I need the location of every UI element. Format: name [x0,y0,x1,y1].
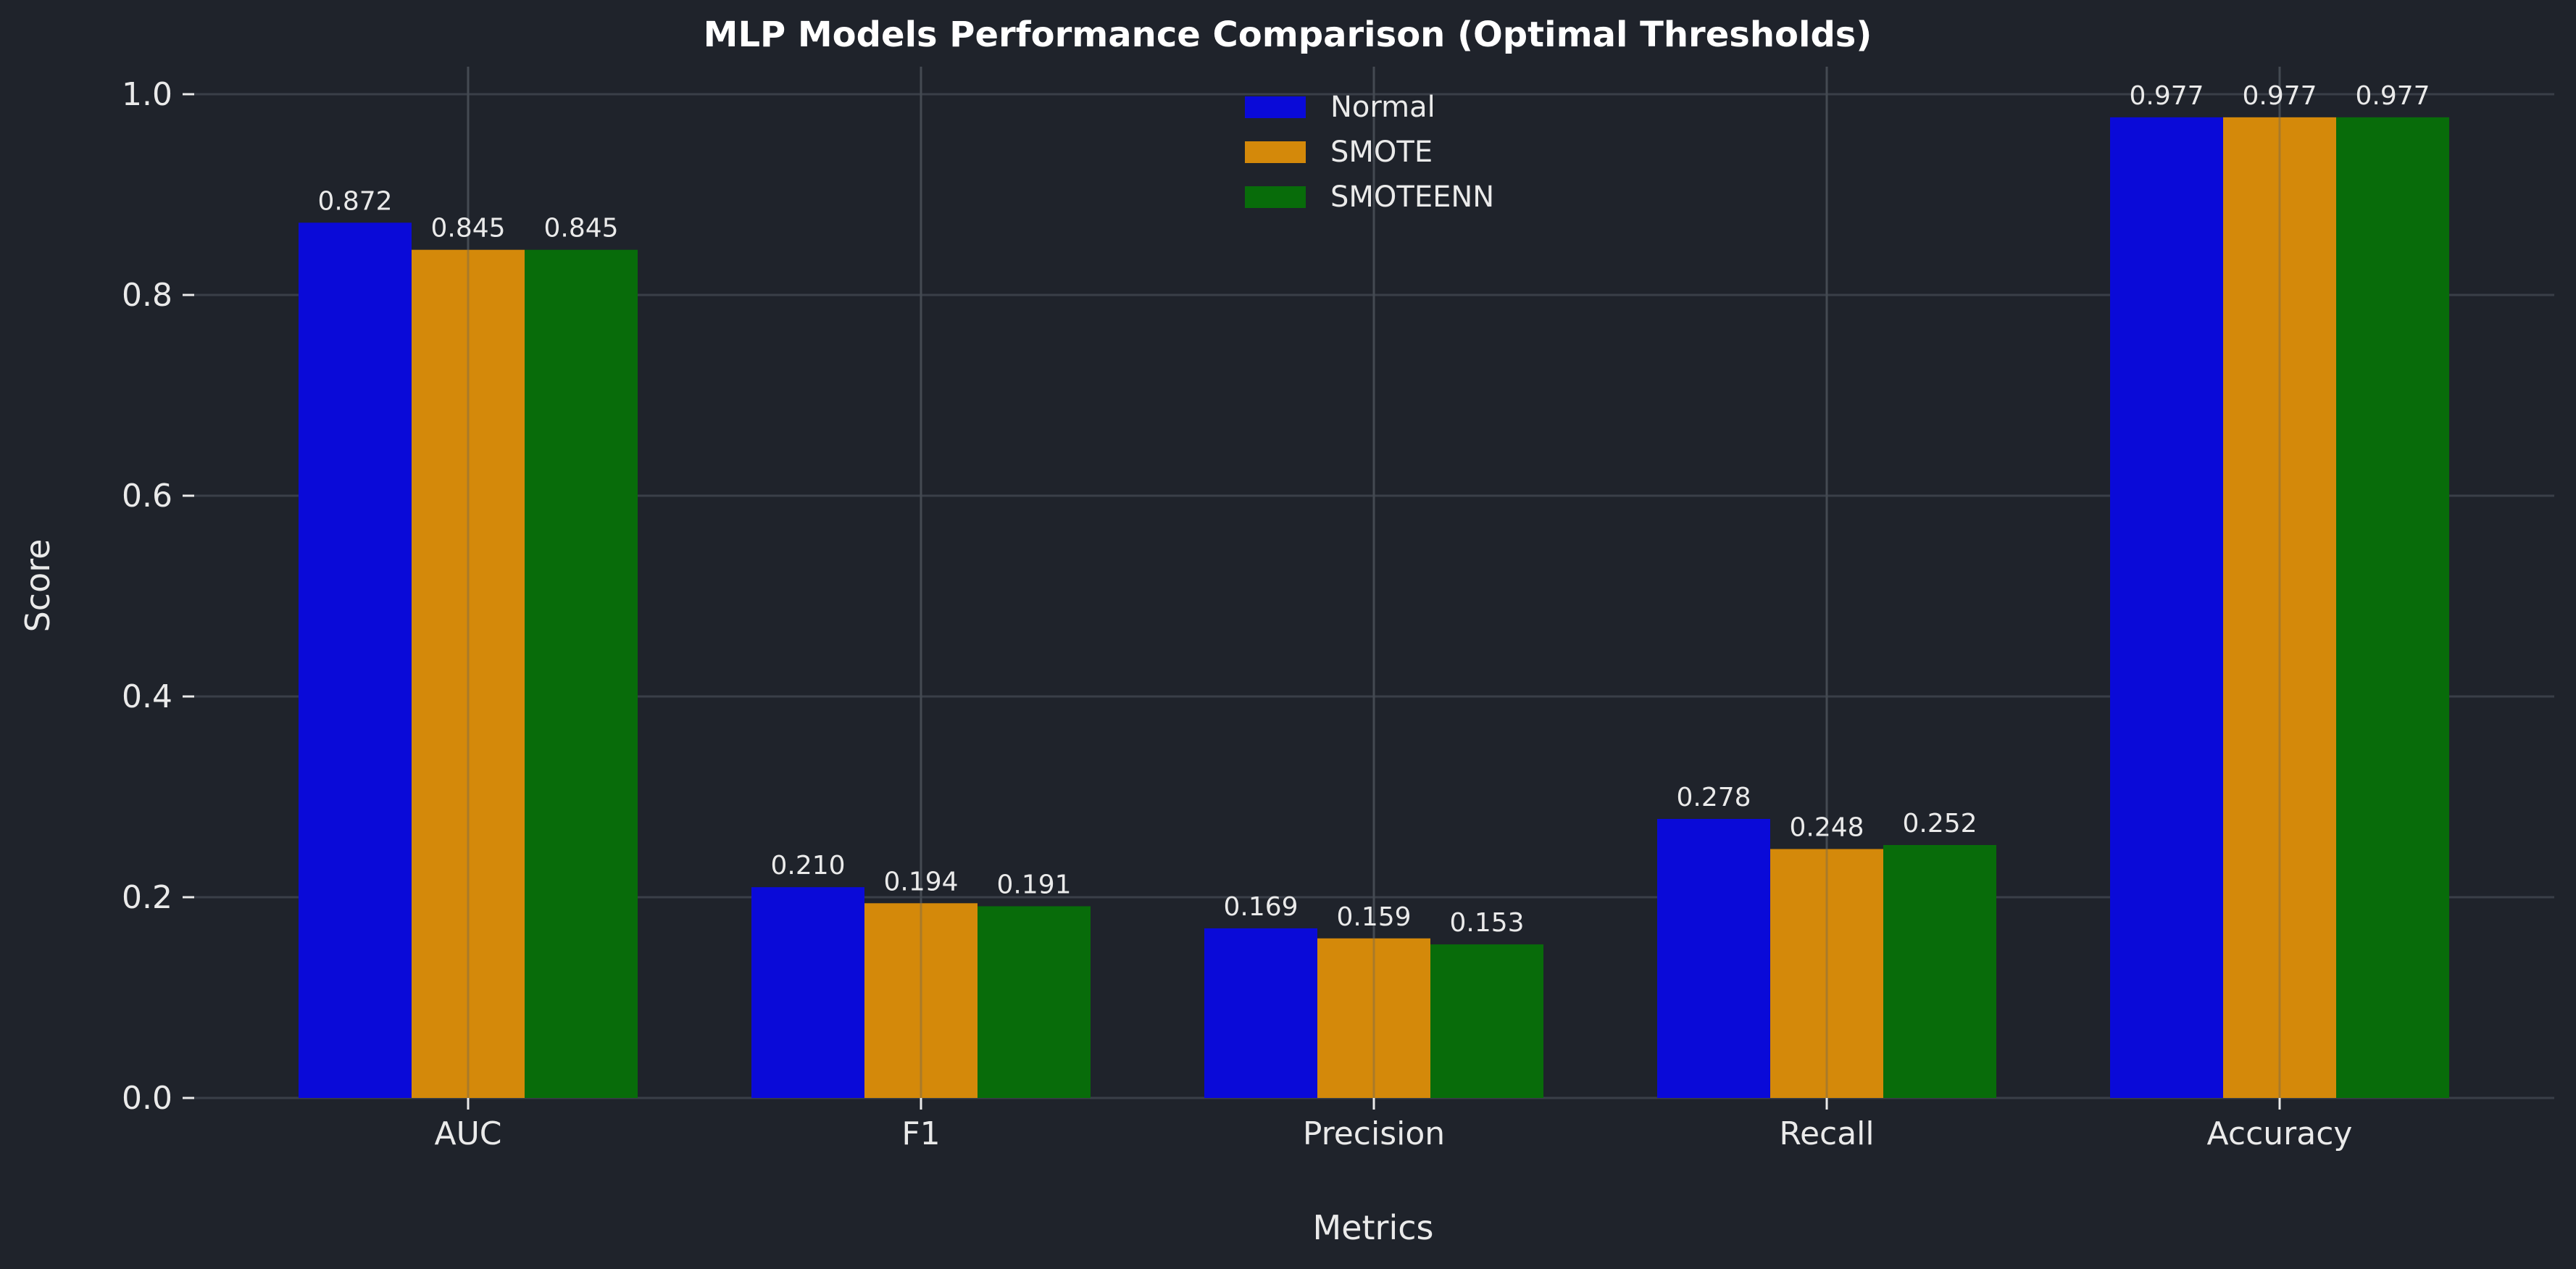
data-label: 0.153 [1449,908,1524,938]
legend-label: Normal [1330,91,1435,124]
bar [1204,928,1317,1098]
legend-swatch [1245,141,1306,163]
y-tick-label: 0.6 [122,478,172,515]
chart-title: MLP Models Performance Comparison (Optim… [704,14,1872,55]
legend-swatch [1245,96,1306,118]
bar [1317,938,1430,1098]
x-tick-label: Accuracy [2207,1115,2353,1152]
bar [2223,117,2336,1099]
x-tick-label: Recall [1779,1115,1874,1152]
data-label: 0.872 [317,186,392,216]
data-label: 0.191 [996,870,1071,899]
data-label: 0.278 [1676,783,1751,812]
data-label: 0.977 [2129,81,2204,111]
bar [299,222,412,1098]
y-tick-label: 0.2 [122,879,172,916]
y-tick-label: 0.0 [122,1080,172,1117]
bar [1430,944,1543,1098]
data-label: 0.248 [1789,813,1864,843]
x-tick-label: F1 [901,1115,940,1152]
legend: Normal SMOTE SMOTEENN [1245,91,1494,214]
y-axis-label: Score [18,539,57,633]
data-label: 0.977 [2242,81,2317,111]
bar [978,906,1091,1098]
data-label: 0.845 [430,214,505,244]
y-tick-label: 0.4 [122,678,172,715]
legend-label: SMOTEENN [1330,180,1494,214]
x-tick-label: AUC [434,1115,501,1152]
data-label: 0.977 [2355,81,2430,111]
x-axis: AUC F1 Precision Recall Accuracy [434,1098,2352,1152]
y-axis: 0.0 0.2 0.4 0.6 0.8 1.0 [122,76,194,1117]
x-tick-label: Precision [1303,1115,1445,1152]
data-label: 0.210 [770,851,845,881]
y-tick-label: 1.0 [122,76,172,113]
data-label: 0.845 [543,214,618,244]
bars [299,67,2449,1099]
x-axis-label: Metrics [1313,1208,1434,1247]
data-label: 0.169 [1223,892,1298,922]
legend-label: SMOTE [1330,136,1433,169]
bar [525,249,638,1098]
y-tick-label: 0.8 [122,277,172,314]
bar [2336,117,2449,1099]
data-label: 0.194 [883,867,958,896]
value-labels: 0.872 0.845 0.845 0.210 0.194 0.191 0.169 0.159… [317,81,2430,938]
data-label: 0.252 [1902,809,1977,839]
bar [2110,117,2223,1099]
bar [1883,844,1996,1098]
data-label: 0.159 [1336,902,1411,932]
bar [1770,849,1883,1098]
legend-swatch [1245,186,1306,208]
bar [751,887,864,1098]
bar [412,249,525,1098]
bar [864,903,978,1098]
bar [1657,818,1770,1098]
